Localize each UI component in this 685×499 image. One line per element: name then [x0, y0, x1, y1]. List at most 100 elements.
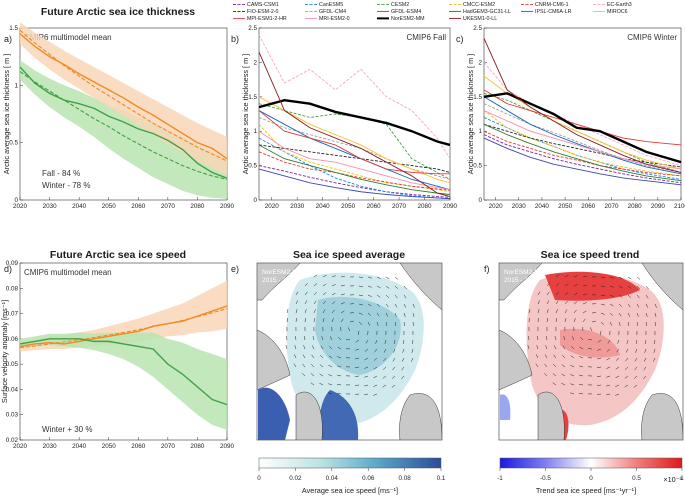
- series-ukesm1-0-ll: [258, 51, 451, 197]
- velocity-arrow: [403, 294, 407, 299]
- velocity-arrow: [597, 366, 602, 368]
- velocity-arrow: [636, 285, 641, 289]
- thickness-title: Future Arctic sea ice thickness: [41, 6, 195, 18]
- y-tick-label: 2.5: [473, 25, 482, 32]
- panel-letter-d: d): [4, 264, 12, 274]
- velocity-arrow: [636, 294, 640, 299]
- velocity-arrow: [544, 354, 548, 359]
- velocity-arrow: [394, 285, 399, 289]
- velocity-arrow: [537, 309, 540, 314]
- x-tick-label: 2040: [316, 203, 331, 210]
- y-tick-label: 0.5: [9, 140, 18, 147]
- velocity-arrow: [609, 294, 614, 297]
- chart-subtitle: CMIP6 Fall: [406, 33, 446, 42]
- velocity-arrow: [337, 374, 342, 377]
- velocity-arrow: [552, 373, 557, 377]
- velocity-arrow: [401, 375, 405, 380]
- velocity-arrow: [636, 321, 638, 326]
- velocity-arrow: [555, 283, 560, 287]
- velocity-arrow: [615, 375, 620, 379]
- series-fall: [19, 66, 228, 179]
- velocity-arrow: [313, 274, 318, 278]
- velocity-arrow: [304, 300, 308, 305]
- colorbar-f-label: Trend sea ice speed [ms⁻¹yr⁻¹]: [536, 486, 636, 495]
- velocity-arrow: [355, 366, 360, 368]
- series-mri-esm2-0: [483, 110, 682, 170]
- velocity-arrow: [375, 339, 378, 344]
- chart-subtitle: CMIP6 multimodel mean: [24, 268, 112, 277]
- y-tick-label: 0.03: [6, 412, 19, 419]
- series-fio-esm-2-0: [258, 144, 451, 173]
- colorbar-f-tick-label: -0.5: [540, 475, 551, 482]
- velocity-arrow: [573, 275, 578, 278]
- y-tick-label: 1.5: [473, 94, 482, 101]
- band-fall: [20, 332, 227, 430]
- velocity-arrow: [403, 303, 407, 308]
- velocity-arrow: [322, 292, 327, 296]
- velocity-arrow: [535, 354, 539, 359]
- map-e-model: NorESM2-MM: [262, 269, 303, 276]
- y-tick-label: 0.5: [473, 163, 482, 170]
- velocity-arrow: [634, 366, 638, 371]
- velocity-arrow: [645, 303, 649, 308]
- velocity-arrow: [355, 357, 360, 360]
- velocity-arrow: [561, 373, 566, 377]
- velocity-arrow: [564, 283, 569, 287]
- speed-average-title: Sea ice speed average: [293, 249, 405, 261]
- series-cams-csm1: [483, 134, 682, 184]
- colorbar-f-tick-label: 0: [589, 475, 593, 482]
- velocity-arrow: [618, 285, 623, 289]
- velocity-arrow: [355, 375, 360, 377]
- velocity-arrow: [627, 285, 632, 289]
- velocity-arrow: [319, 382, 324, 386]
- velocity-arrow: [365, 339, 369, 344]
- velocity-arrow: [364, 357, 369, 361]
- velocity-arrow: [373, 384, 378, 387]
- velocity-arrow: [653, 357, 656, 362]
- chart-d-speed-mean: 2020 2030 2040 2050 2060 2070 2080 2090 0.02 0.03…: [0, 260, 234, 450]
- velocity-arrow: [373, 357, 378, 361]
- velocity-arrow: [597, 384, 602, 386]
- velocity-arrow: [337, 383, 342, 386]
- velocity-arrow: [340, 275, 345, 278]
- map-f-land-ne: [641, 263, 683, 311]
- velocity-arrow: [627, 321, 630, 326]
- x-tick-label: 2030: [43, 443, 58, 450]
- velocity-arrow: [624, 375, 629, 379]
- velocity-arrow: [373, 393, 378, 396]
- velocity-arrow: [295, 336, 297, 341]
- series-cnrm-cm6-1: [258, 151, 451, 191]
- y-tick-label: 1: [478, 128, 482, 135]
- y-axis-label: Arctic average sea ice thickness [ m ]: [241, 54, 250, 174]
- series-hadgem3-gc31-ll: [483, 137, 682, 186]
- legend-label: MPI-ESM1-2-HR: [247, 16, 287, 22]
- velocity-arrow: [376, 303, 381, 307]
- velocity-arrow: [412, 339, 414, 344]
- velocity-arrow: [285, 345, 288, 350]
- velocity-arrow: [544, 372, 548, 377]
- velocity-arrow: [561, 382, 566, 386]
- velocity-arrow: [367, 303, 372, 307]
- y-tick-label: 0.5: [248, 163, 257, 170]
- velocity-arrow: [394, 321, 396, 326]
- x-tick-label: 2070: [161, 203, 176, 210]
- series-mpi-esm1-2-hr: [258, 110, 450, 175]
- x-tick-label: 2100: [674, 203, 685, 210]
- velocity-arrow: [546, 300, 550, 305]
- velocity-arrow: [383, 357, 387, 362]
- velocity-arrow: [376, 276, 381, 279]
- velocity-arrow: [553, 354, 557, 359]
- y-tick-label: 2: [253, 59, 257, 66]
- x-tick-label: 2060: [131, 443, 146, 450]
- velocity-arrow: [615, 366, 620, 370]
- velocity-arrow: [393, 348, 396, 353]
- velocity-arrow: [401, 366, 405, 371]
- velocity-arrow: [311, 363, 315, 368]
- velocity-arrow: [617, 339, 620, 344]
- velocity-arrow: [340, 302, 345, 305]
- panel-letter-e: e): [231, 264, 239, 274]
- velocity-arrow: [653, 348, 656, 353]
- velocity-arrow: [582, 318, 586, 323]
- velocity-arrow: [322, 309, 326, 314]
- chart-a-thickness-mean: 2020 2030 2040 2050 2060 2070 2080 2090 0 0.5 1 1.5…: [2, 22, 234, 210]
